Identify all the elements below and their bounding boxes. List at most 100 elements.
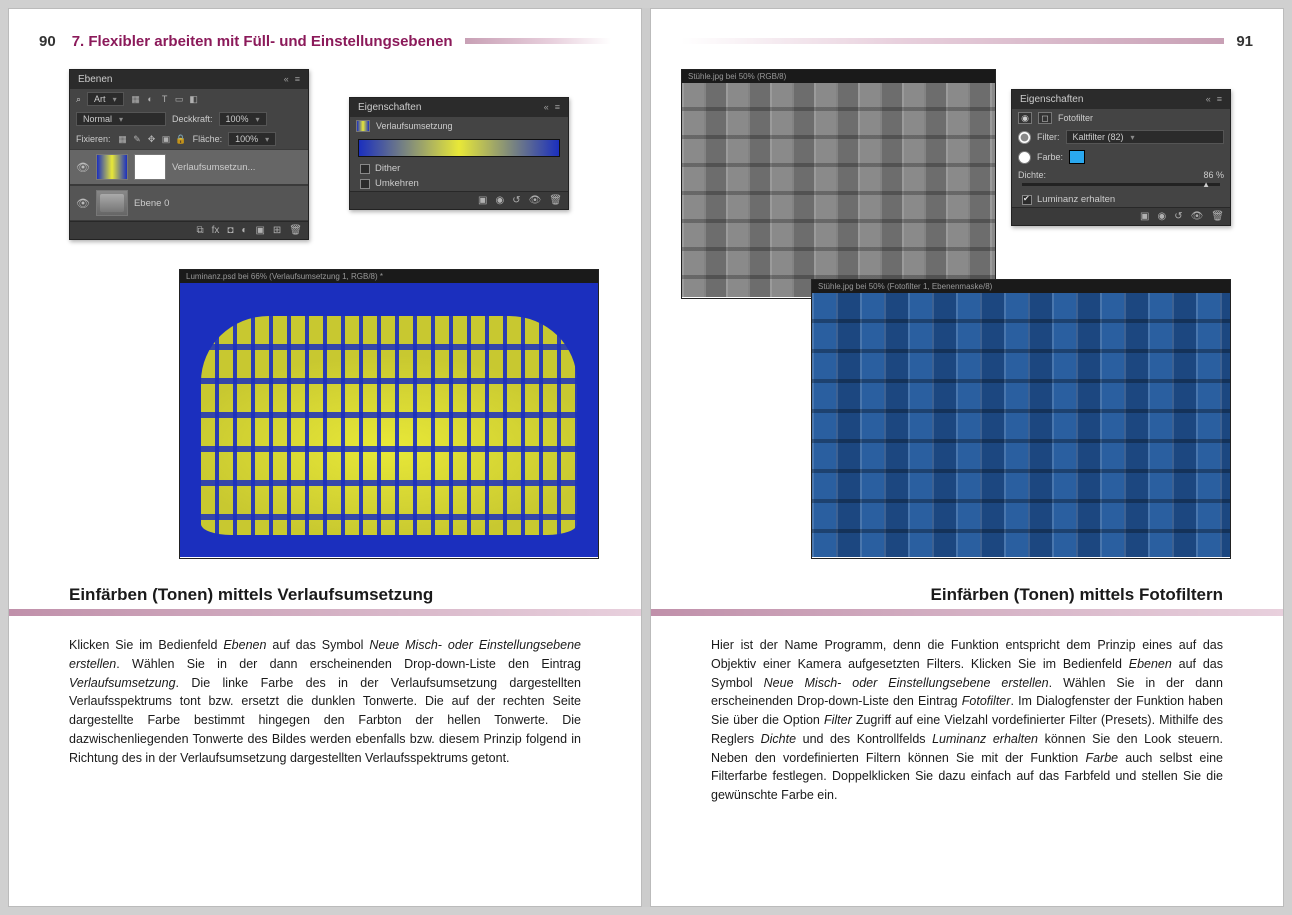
clip-icon[interactable]: ▣ xyxy=(478,195,487,206)
layer-name-2: Ebene 0 xyxy=(134,198,169,209)
reset-icon[interactable]: ↺ xyxy=(512,195,520,206)
panel-title-row: Eigenschaften « ≡ xyxy=(350,98,568,117)
color-swatch[interactable] xyxy=(1069,150,1085,164)
adjustment-icon[interactable]: ◐ xyxy=(241,225,247,236)
panel-actions: «≡ xyxy=(278,74,300,85)
source-image-chairs: Stühle.jpg bei 50% (RGB/8) xyxy=(681,69,996,299)
color-label: Farbe: xyxy=(1037,152,1063,162)
properties-footer: ▣ ◉ ↺ 👁 🗑 xyxy=(1012,207,1230,225)
new-layer-icon[interactable]: ⊞ xyxy=(273,225,281,236)
search-icon[interactable]: ⌕ xyxy=(76,94,81,105)
image-tab-title: Luminanz.psd bei 66% (Verlaufsumsetzung … xyxy=(180,270,598,283)
properties-type-row: Verlaufsumsetzung xyxy=(350,117,568,135)
filter-radio[interactable] xyxy=(1018,131,1031,144)
section-heading-left: Einfärben (Tonen) mittels Verlaufsumsetz… xyxy=(69,585,581,605)
fill-value[interactable]: 100% xyxy=(228,132,276,146)
collapse-icon[interactable]: « xyxy=(284,74,289,84)
gradient-editor[interactable] xyxy=(358,139,560,157)
layer-filter-row: ⌕ Art ▦ ◐ T ▭ ◧ xyxy=(70,89,308,109)
properties-title: Eigenschaften xyxy=(358,102,421,113)
filter-kind-select[interactable]: Art xyxy=(87,92,124,106)
lock-pixels-icon[interactable]: ▦ xyxy=(117,134,129,145)
lock-all-icon[interactable]: 🔒 xyxy=(175,134,187,145)
section-heading-right: Einfärben (Tonen) mittels Fotofiltern xyxy=(711,585,1223,605)
properties-title: Eigenschaften xyxy=(1020,94,1083,105)
trash-icon[interactable]: 🗑 xyxy=(1211,211,1224,222)
trash-icon[interactable]: 🗑 xyxy=(549,195,562,206)
layers-panel-title: Ebenen xyxy=(78,74,112,85)
chairs-blue-illustration xyxy=(812,293,1230,557)
layer-row-base[interactable]: 👁 Ebene 0 xyxy=(70,185,308,221)
menu-icon[interactable]: ≡ xyxy=(295,74,300,84)
properties-panel-gradientmap: Eigenschaften « ≡ Verlaufsumsetzung Dithe… xyxy=(349,97,569,210)
adjust-filter-icon[interactable]: ◐ xyxy=(144,94,156,104)
pixel-filter-icon[interactable]: ▦ xyxy=(130,94,142,105)
color-radio[interactable] xyxy=(1018,151,1031,164)
opacity-label: Deckkraft: xyxy=(172,114,213,124)
properties-footer: ▣ ◉ ↺ 👁 🗑 xyxy=(350,191,568,209)
visibility-icon[interactable]: 👁 xyxy=(529,195,542,206)
invert-label: Umkehren xyxy=(375,178,419,189)
colosseum-illustration xyxy=(180,283,598,557)
page-right: 91 Stühle.jpg bei 50% (RGB/8) Stühle.jpg… xyxy=(650,8,1284,907)
menu-icon[interactable]: ≡ xyxy=(555,102,560,112)
properties-type-row: ◉ ◻ Fotofilter xyxy=(1012,109,1230,127)
filter-preset-select[interactable]: Kaltfilter (82) xyxy=(1066,130,1225,144)
smart-filter-icon[interactable]: ◧ xyxy=(188,94,200,105)
lock-brush-icon[interactable]: ✎ xyxy=(131,134,143,145)
page-number-right: 91 xyxy=(1236,33,1253,50)
properties-type: Verlaufsumsetzung xyxy=(376,121,453,131)
clip-icon[interactable]: ▣ xyxy=(1140,211,1149,222)
link-layers-icon[interactable]: ⧉ xyxy=(196,225,203,236)
layers-panel-footer: ⧉ fx ◘ ◐ ▣ ⊞ 🗑 xyxy=(70,221,308,239)
gradientmap-type-icon xyxy=(356,120,370,132)
invert-checkbox[interactable]: Umkehren xyxy=(350,176,568,191)
visibility-icon[interactable]: 👁 xyxy=(1191,211,1204,222)
lock-label: Fixieren: xyxy=(76,134,111,144)
blend-mode-select[interactable]: Normal xyxy=(76,112,166,126)
shape-filter-icon[interactable]: ▭ xyxy=(173,94,185,105)
layer-name-1: Verlaufsumsetzun... xyxy=(172,162,255,173)
reset-icon[interactable]: ↺ xyxy=(1174,211,1182,222)
figure-area-left: Ebenen «≡ ⌕ Art ▦ ◐ T ▭ ◧ Normal xyxy=(29,69,621,569)
header-stripe xyxy=(681,38,1224,44)
lock-icons: ▦ ✎ ✥ ▣ 🔒 xyxy=(117,134,187,145)
chairs-gray-illustration xyxy=(682,83,995,297)
section-stripe xyxy=(651,609,1283,616)
filter-label: Filter: xyxy=(1037,132,1060,142)
fx-icon[interactable]: fx xyxy=(212,225,220,236)
density-value: 86 xyxy=(1203,170,1213,180)
density-slider[interactable] xyxy=(1022,183,1220,186)
opacity-value[interactable]: 100% xyxy=(219,112,267,126)
group-icon[interactable]: ▣ xyxy=(255,225,264,236)
mask-type-icon: ◻ xyxy=(1038,112,1052,124)
filter-select-row: Filter: Kaltfilter (82) xyxy=(1012,127,1230,147)
collapse-icon[interactable]: « xyxy=(544,102,549,112)
view-icon[interactable]: ◉ xyxy=(495,195,504,206)
body-text-right: Hier ist der Name Programm, denn die Fun… xyxy=(711,636,1223,805)
mask-icon[interactable]: ◘ xyxy=(227,225,233,236)
layer-thumb-image[interactable] xyxy=(96,190,128,216)
layer-mask-thumb[interactable] xyxy=(134,154,166,180)
lock-artboard-icon[interactable]: ▣ xyxy=(160,134,172,145)
page-left: 90 7. Flexibler arbeiten mit Füll- und E… xyxy=(8,8,642,907)
density-unit: % xyxy=(1216,170,1224,180)
visibility-icon[interactable]: 👁 xyxy=(76,197,90,210)
trash-icon[interactable]: 🗑 xyxy=(289,225,302,236)
book-spread: 90 7. Flexibler arbeiten mit Füll- und E… xyxy=(8,8,1284,907)
panel-title-row: Eigenschaften « ≡ xyxy=(1012,90,1230,109)
layer-thumb-gradient[interactable] xyxy=(96,154,128,180)
header-stripe xyxy=(465,38,611,44)
dither-checkbox[interactable]: Dither xyxy=(350,161,568,176)
preserve-luminosity-checkbox[interactable]: Luminanz erhalten xyxy=(1012,192,1230,207)
type-filter-icon[interactable]: T xyxy=(159,94,171,104)
filter-type-icons: ▦ ◐ T ▭ ◧ xyxy=(130,94,200,105)
collapse-icon[interactable]: « xyxy=(1206,94,1211,104)
body-text-left: Klicken Sie im Bedienfeld Ebenen auf das… xyxy=(69,636,581,767)
density-label: Dichte: xyxy=(1018,170,1046,180)
layer-row-gradientmap[interactable]: 👁 Verlaufsumsetzun... xyxy=(70,149,308,185)
visibility-icon[interactable]: 👁 xyxy=(76,161,90,174)
view-icon[interactable]: ◉ xyxy=(1157,211,1166,222)
menu-icon[interactable]: ≡ xyxy=(1217,94,1222,104)
lock-move-icon[interactable]: ✥ xyxy=(146,134,158,145)
